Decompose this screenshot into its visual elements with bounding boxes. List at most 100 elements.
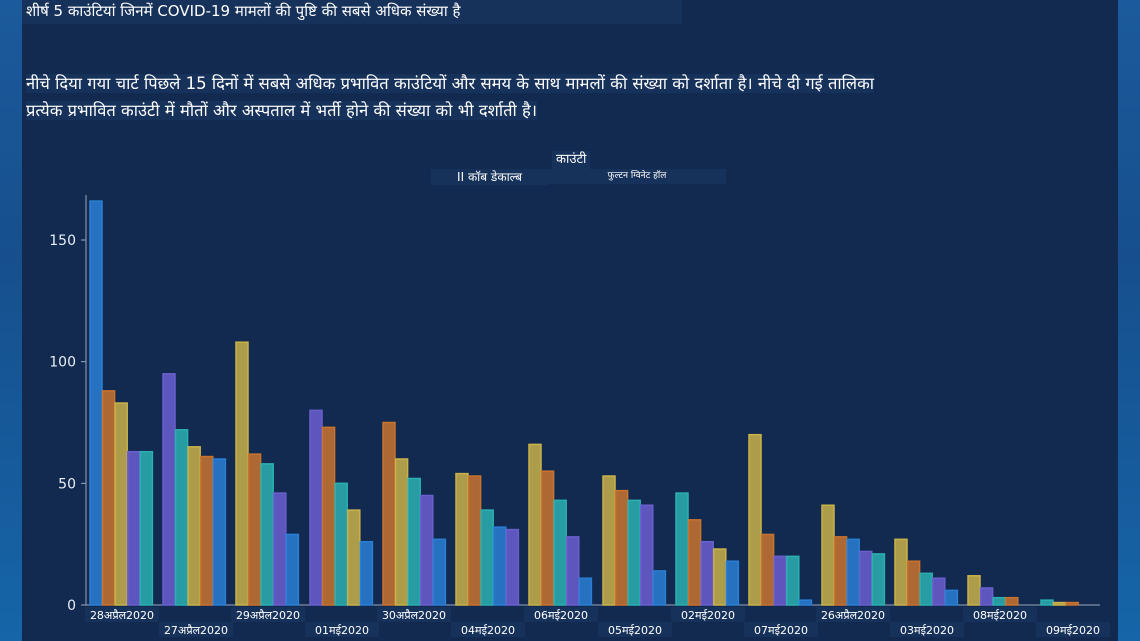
bar [700, 540, 714, 606]
bar [493, 526, 507, 606]
bar [760, 533, 775, 606]
bar [309, 409, 323, 606]
right-edge-stripe [1118, 0, 1140, 641]
bar [455, 472, 469, 606]
left-edge-stripe [0, 0, 22, 641]
bar [285, 533, 300, 606]
bar [1052, 601, 1067, 606]
x-tick-label-bg [816, 607, 890, 622]
bar [432, 538, 447, 606]
y-tick-label: 100 [49, 355, 76, 371]
bar [420, 494, 434, 606]
bar [1005, 596, 1019, 606]
x-tick-label: 02मई2020 [681, 609, 735, 622]
bar [602, 475, 616, 606]
bar [773, 555, 787, 606]
bar [1065, 601, 1079, 606]
x-tick-label-bg [231, 607, 305, 622]
x-tick-label-bg [524, 607, 598, 622]
description-line-1: नीचे दिया गया चार्ट पिछले 15 दिनों में स… [26, 74, 875, 93]
bar [505, 528, 520, 606]
x-tick-label-bg [744, 622, 818, 637]
bar [967, 575, 981, 606]
bar [139, 450, 154, 606]
x-tick-label: 27अप्रैल2020 [164, 624, 228, 637]
bar [127, 450, 141, 606]
bar [187, 446, 201, 606]
bar [833, 536, 848, 606]
x-tick-label-bg [159, 622, 233, 637]
x-tick-label-bg [890, 622, 964, 637]
bar [382, 421, 396, 606]
bar [467, 475, 482, 606]
x-tick-label: 30अप्रैल2020 [382, 609, 446, 622]
bar [359, 540, 374, 606]
bar [906, 560, 921, 606]
bar [944, 589, 959, 606]
bar [992, 596, 1006, 606]
bar [786, 555, 800, 606]
bar [627, 499, 641, 606]
x-tick-label-bg [451, 622, 525, 637]
x-tick-label: 04मई2020 [461, 624, 515, 637]
x-tick-label: 28अप्रैल2020 [90, 609, 154, 622]
x-tick-label: 03मई2020 [900, 624, 954, 637]
bar [687, 519, 702, 606]
bar [528, 443, 542, 606]
y-tick-label: 150 [49, 233, 76, 249]
bar [846, 538, 860, 606]
bar [748, 433, 762, 606]
bar [321, 426, 336, 606]
bar [247, 453, 262, 606]
bar [347, 509, 361, 606]
bar [235, 341, 249, 606]
bar [871, 553, 886, 606]
bar [1040, 599, 1054, 606]
bar [798, 599, 813, 606]
bar [652, 570, 667, 606]
bar [273, 492, 287, 606]
bar [162, 373, 176, 606]
bar [212, 458, 227, 606]
x-tick-label-bg [671, 607, 745, 622]
x-tick-label: 05मई2020 [608, 624, 662, 637]
x-tick-label-bg [1036, 622, 1110, 637]
bar [101, 390, 116, 606]
bar [932, 577, 946, 606]
bar [894, 538, 908, 606]
bar [675, 492, 689, 606]
bar [200, 455, 214, 606]
bar [260, 463, 274, 606]
x-tick-label: 07मई2020 [754, 624, 808, 637]
x-tick-label-bg [963, 607, 1037, 622]
legend-entry-left[interactable]: II कॉब डेकाल्ब [431, 169, 548, 185]
x-tick-label: 29अप्रैल2020 [236, 609, 300, 622]
legend-entry-right[interactable]: फुल्टन ग्विनेट हॉल [548, 169, 726, 184]
x-tick-label-bg [598, 622, 672, 637]
bar [859, 550, 873, 606]
bar [578, 577, 593, 606]
bar [540, 470, 555, 606]
x-tick-label: 09मई2020 [1046, 624, 1100, 637]
x-tick-label: 08मई2020 [973, 609, 1027, 622]
x-tick-label-bg [85, 607, 159, 622]
x-tick-label: 26अप्रैल2020 [821, 609, 885, 622]
chart-description: नीचे दिया गया चार्ट पिछले 15 दिनों में स… [26, 70, 1116, 124]
bar [480, 509, 494, 606]
x-tick-label: 01मई2020 [315, 624, 369, 637]
bar [821, 504, 835, 606]
bar [640, 504, 654, 606]
bar [725, 560, 740, 606]
bar [114, 402, 128, 606]
y-tick-label: 0 [67, 598, 76, 614]
bar [614, 489, 629, 606]
bar [566, 536, 580, 606]
bar [89, 200, 103, 606]
description-line-2: प्रत्येक प्रभावित काउंटी में मौतों और अस… [26, 101, 538, 120]
page-heading: शीर्ष 5 काउंटियां जिनमें COVID-19 मामलों… [22, 0, 682, 24]
bar [713, 548, 727, 606]
x-tick-label-bg [305, 622, 379, 637]
bar [334, 482, 348, 606]
bar [394, 458, 409, 606]
